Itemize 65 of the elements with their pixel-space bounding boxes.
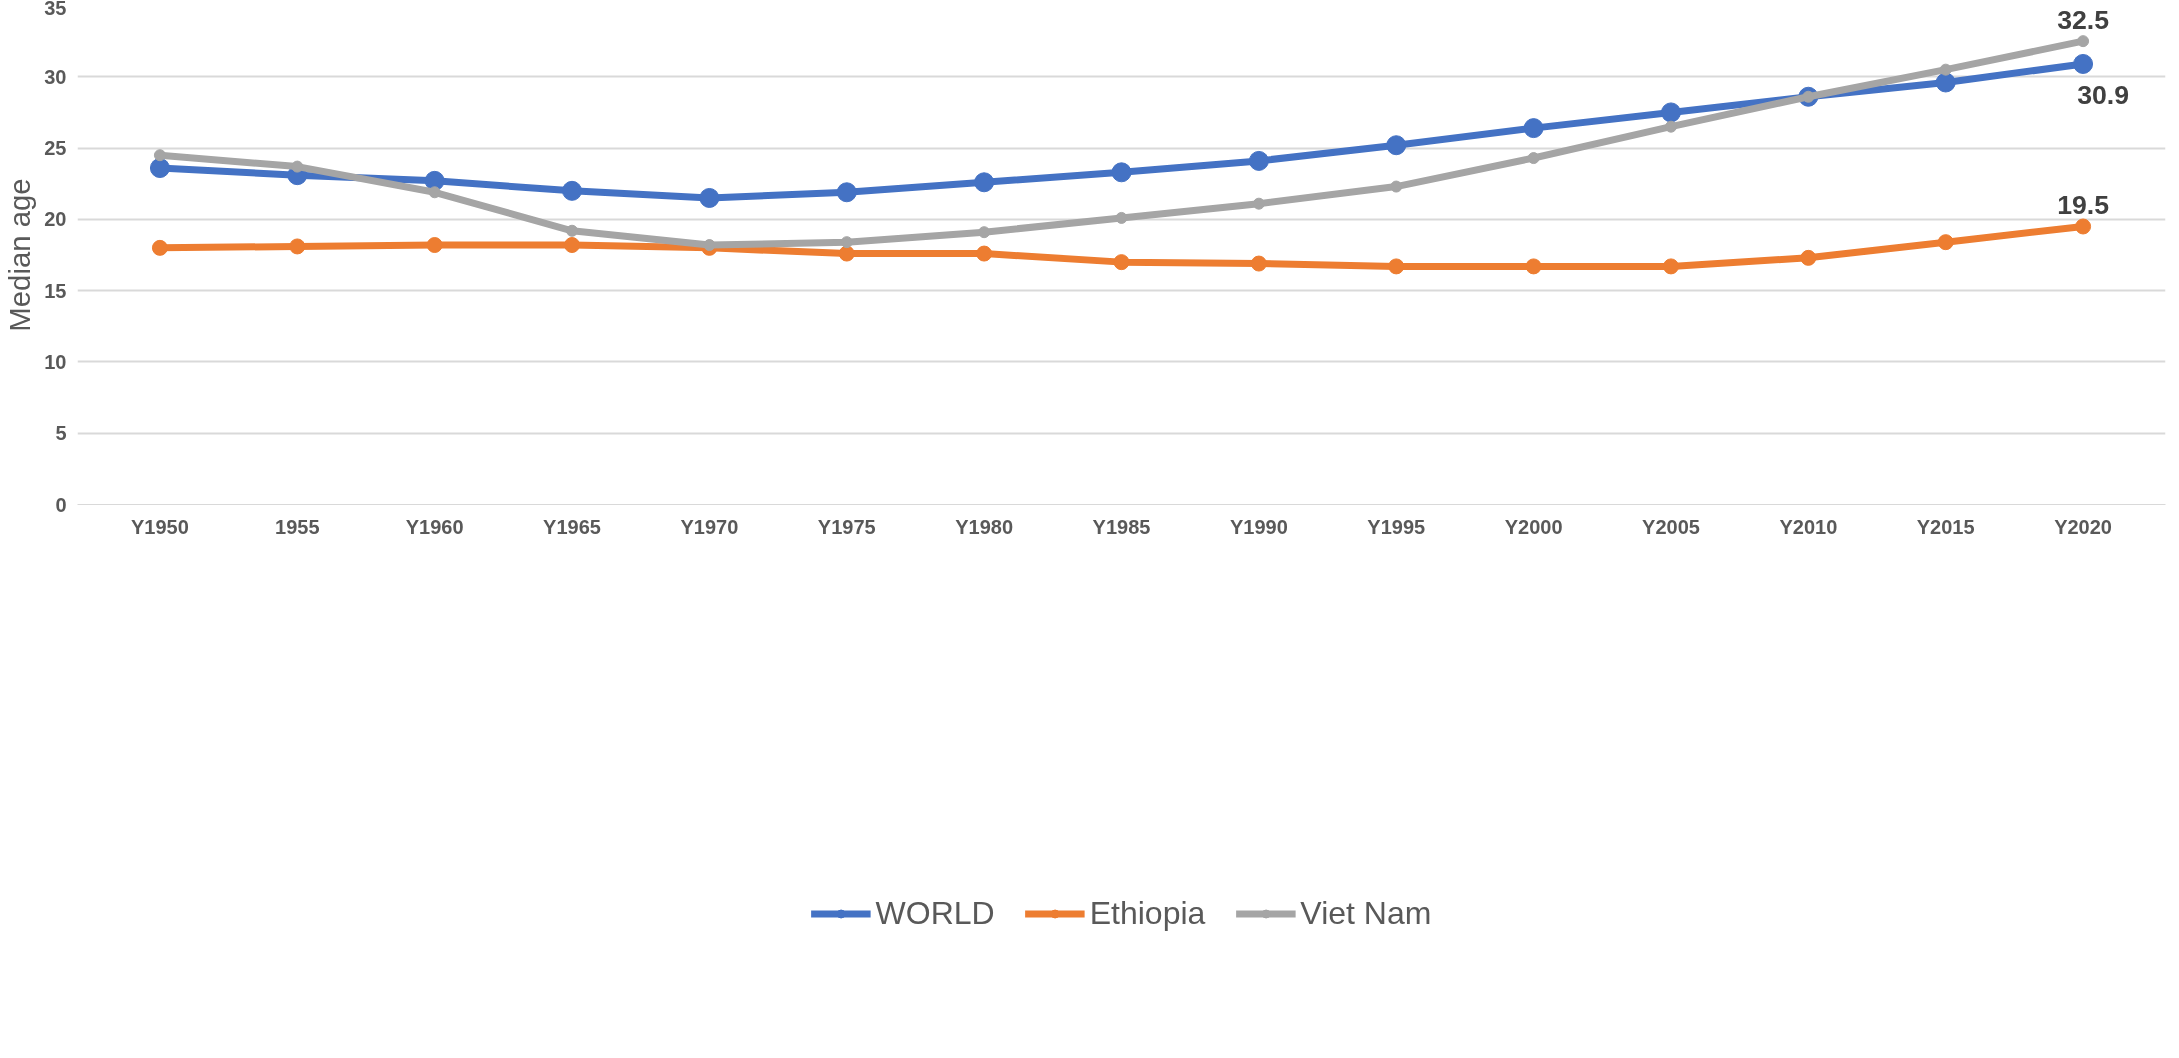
x-tick-label: Y2020 xyxy=(2054,515,2113,538)
point xyxy=(291,160,304,173)
y-tick-label: 35 xyxy=(44,0,67,19)
point xyxy=(151,239,168,256)
y-tick-label: 15 xyxy=(44,279,67,302)
x-tick-label: Y1980 xyxy=(955,515,1014,538)
point xyxy=(1388,258,1405,275)
point xyxy=(1937,234,1954,251)
x-tick-label: Y1950 xyxy=(131,515,189,538)
point xyxy=(974,172,995,193)
x-tick-label: Y1990 xyxy=(1229,515,1288,538)
legend-label: Viet Nam xyxy=(1300,894,1432,932)
x-tick-label: Y1985 xyxy=(1092,515,1151,538)
point xyxy=(838,245,855,262)
point xyxy=(1248,150,1269,171)
x-tick-label: Y1975 xyxy=(817,515,876,538)
point xyxy=(1386,135,1407,156)
y-tick-label: 30 xyxy=(44,65,67,88)
point xyxy=(1525,258,1542,275)
x-tick-label: Y1965 xyxy=(543,515,601,538)
point xyxy=(976,245,993,262)
point xyxy=(1111,162,1132,183)
point xyxy=(699,187,720,208)
legend-label: Ethiopia xyxy=(1089,894,1206,932)
x-tick-label: Y2015 xyxy=(1916,515,1975,538)
point xyxy=(1115,211,1128,224)
point xyxy=(289,238,306,255)
x-tick-label: Y2000 xyxy=(1504,515,1563,538)
y-tick-label: 20 xyxy=(44,208,67,231)
point xyxy=(1662,258,1679,275)
point xyxy=(428,186,441,199)
point xyxy=(1527,152,1540,165)
point xyxy=(1935,72,1956,93)
x-tick-label: Y1995 xyxy=(1367,515,1426,538)
point xyxy=(1660,102,1681,123)
y-tick-label: 25 xyxy=(44,137,67,160)
point xyxy=(562,180,583,201)
point xyxy=(1390,180,1403,193)
y-axis-title: Median age xyxy=(3,178,37,332)
y-tick-label: 0 xyxy=(55,493,67,516)
point xyxy=(1939,63,1952,76)
data-label: 30.9 xyxy=(2077,79,2130,110)
point xyxy=(153,149,166,162)
point xyxy=(149,158,170,179)
x-tick-label: Y2010 xyxy=(1779,515,1838,538)
point xyxy=(2075,218,2092,235)
x-tick-label: 1955 xyxy=(275,515,320,538)
point xyxy=(1113,254,1130,271)
point xyxy=(1250,255,1267,272)
data-label: 32.5 xyxy=(2057,5,2110,36)
point xyxy=(2077,35,2090,48)
point xyxy=(564,237,581,254)
x-tick-label: Y1970 xyxy=(680,515,739,538)
point xyxy=(836,182,857,203)
y-tick-label: 10 xyxy=(44,350,67,373)
point xyxy=(1523,118,1544,139)
point xyxy=(2073,53,2094,74)
legend-label: WORLD xyxy=(875,894,995,932)
x-tick-label: Y2005 xyxy=(1642,515,1700,538)
data-label: 19.5 xyxy=(2057,190,2110,221)
point xyxy=(1800,249,1817,266)
x-tick-label: Y1960 xyxy=(405,515,464,538)
y-tick-label: 5 xyxy=(55,422,67,445)
point xyxy=(426,237,443,254)
point xyxy=(1664,120,1677,133)
